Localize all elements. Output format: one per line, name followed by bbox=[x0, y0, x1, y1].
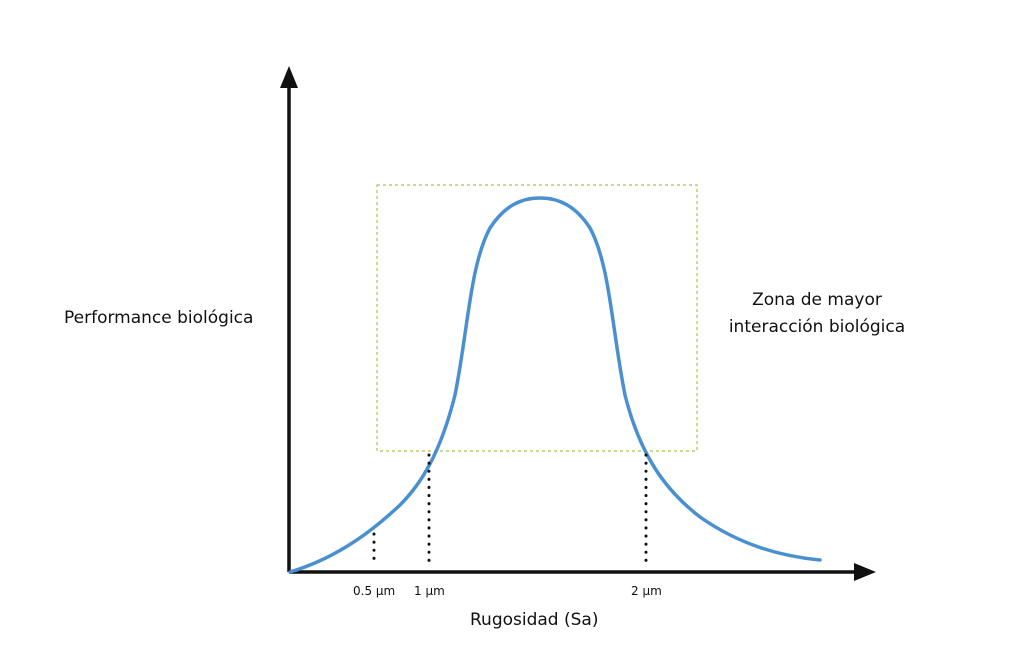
zone-label-line2: interacción biológica bbox=[728, 317, 906, 337]
x-axis-arrow bbox=[854, 563, 876, 581]
zone-label-line1: Zona de mayor bbox=[752, 290, 882, 310]
y-axis-label: Performance biológica bbox=[64, 308, 254, 328]
y-axis-arrow bbox=[280, 66, 298, 88]
zone-label: Zona de mayor interacción biológica bbox=[712, 287, 922, 341]
interaction-zone-box bbox=[376, 184, 698, 452]
tick-label-2um: 2 μm bbox=[631, 584, 662, 598]
performance-curve bbox=[288, 196, 822, 574]
tick-label-0.5um: 0.5 μm bbox=[353, 584, 396, 598]
tick-label-1um: 1 μm bbox=[414, 584, 445, 598]
x-axis-label: Rugosidad (Sa) bbox=[470, 610, 599, 630]
